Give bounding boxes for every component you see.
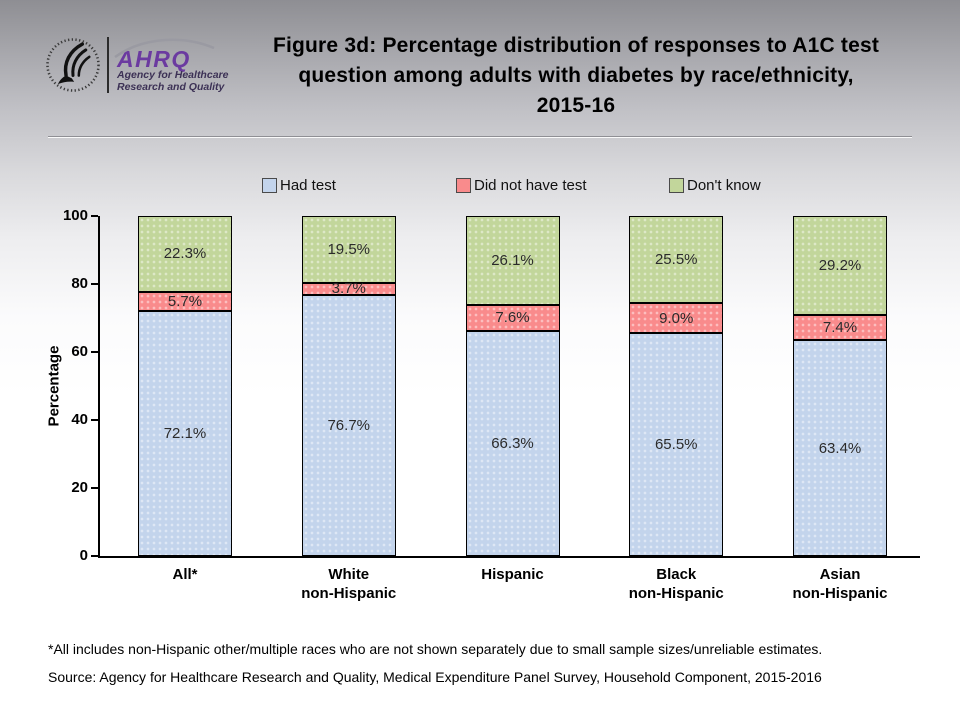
legend-swatch (262, 178, 277, 193)
y-axis-tick (91, 555, 98, 557)
y-axis-tick-label: 0 (79, 547, 88, 564)
category-label-line: non-Hispanic (792, 585, 888, 602)
y-axis-tick-label: 20 (71, 479, 88, 496)
y-axis-tick (91, 351, 98, 353)
stacked-bar: 76.7% 3.7% 19.5% (301, 216, 396, 556)
legend-label: Had test (280, 177, 336, 194)
category-label-line: non-Hispanic (301, 585, 397, 602)
category-label: Black non-Hispanic (606, 565, 746, 603)
bar-segment: 76.7% (301, 295, 396, 556)
bar-segment: 7.6% (465, 304, 560, 331)
bar-value-label: 22.3% (163, 245, 207, 263)
figure-title-line3: 2015-16 (536, 94, 616, 117)
bar-segment: 65.5% (629, 333, 724, 556)
bar-segment: 5.7% (138, 291, 232, 311)
header-divider (48, 136, 912, 138)
bar-segment: 72.1% (138, 310, 232, 556)
bar-value-label: 7.6% (495, 309, 530, 327)
bar-segment: 3.7% (301, 280, 396, 298)
category-label-line: White (328, 566, 370, 583)
legend-item: Had test (262, 177, 336, 194)
category-label-line: Asian (819, 566, 861, 583)
category-label-line: Hispanic (481, 566, 544, 583)
hhs-eagle-icon (46, 38, 100, 92)
ahrq-arc (114, 38, 215, 58)
bar-value-label: 26.1% (491, 251, 534, 269)
bar-segment: 29.2% (793, 216, 887, 316)
chart-legend: Had test Did not have test Don't know (0, 177, 960, 197)
stacked-bar: 66.3% 7.6% 26.1% (465, 216, 560, 556)
bar-segment: 9.0% (629, 302, 724, 334)
bar-segment: 22.3% (138, 215, 232, 292)
figure-title: Figure 3d: Percentage distribution of re… (215, 31, 937, 121)
legend-label: Did not have test (474, 177, 587, 194)
category-label: White non-Hispanic (279, 565, 419, 603)
y-axis-tick-label: 60 (71, 343, 88, 360)
footnote: *All includes non-Hispanic other/multipl… (48, 641, 823, 657)
logo-divider (107, 37, 109, 93)
bar-segment: 26.1% (465, 216, 560, 305)
legend-swatch (669, 178, 684, 193)
category-label: Asian non-Hispanic (770, 565, 910, 603)
stacked-bar: 65.5% 9.0% 25.5% (629, 216, 724, 556)
y-axis-tick-label: 40 (71, 411, 88, 428)
bar-segment: 19.5% (301, 216, 396, 283)
category-label: Hispanic (443, 565, 583, 584)
bar-value-label: 9.0% (659, 309, 694, 327)
category-label-line: All* (172, 566, 198, 583)
bar-value-label: 19.5% (327, 241, 371, 258)
y-axis-tick (91, 419, 98, 421)
bar-value-label: 3.7% (331, 280, 366, 298)
legend-item: Did not have test (456, 177, 587, 194)
bar-value-label: 72.1% (163, 424, 207, 442)
bar-value-label: 25.5% (654, 250, 698, 268)
bar-segment: 66.3% (465, 330, 560, 556)
ahrq-wordmark: AHRQ (117, 45, 191, 72)
ahrq-tagline-line2: Research and Quality (117, 81, 225, 93)
figure-title-line2: question among adults with diabetes by r… (298, 64, 854, 87)
y-axis-tick (91, 283, 98, 285)
category-label: All* (115, 565, 255, 584)
y-axis-tick-label: 80 (71, 275, 88, 292)
category-label-line: non-Hispanic (628, 585, 724, 602)
legend-item: Don't know (669, 177, 761, 194)
bar-value-label: 63.4% (818, 439, 862, 457)
ahrq-logo: AHRQ Agency for Healthcare Research and … (44, 36, 228, 94)
bar-value-label: 66.3% (491, 434, 534, 452)
bar-value-label: 29.2% (818, 257, 862, 275)
bar-segment: 63.4% (793, 340, 887, 556)
y-axis-tick (91, 215, 98, 217)
y-axis-tick (91, 487, 98, 489)
legend-swatch (456, 178, 471, 193)
stacked-bar: 63.4% 7.4% 29.2% (793, 216, 887, 556)
ahrq-tagline-line1: Agency for Healthcare (117, 68, 229, 81)
category-label-line: Black (656, 566, 697, 583)
bar-segment: 25.5% (629, 216, 724, 303)
stacked-bar: 72.1% 5.7% 22.3% (138, 215, 232, 556)
bar-value-label: 7.4% (822, 319, 858, 337)
plot-area: 0 20 40 60 80 100 72.1% 5.7% 22.3% All* 76.7% 3.7% 1… (63, 207, 920, 602)
figure-title-line1: Figure 3d: Percentage distribution of re… (272, 34, 880, 57)
y-axis-tick-label: 100 (62, 207, 88, 224)
bar-value-label: 65.5% (654, 436, 698, 454)
legend-label: Don't know (687, 177, 761, 194)
bar-value-label: 76.7% (327, 417, 371, 435)
bar-segment: 7.4% (793, 315, 887, 341)
bar-value-label: 5.7% (167, 292, 203, 310)
source-note: Source: Agency for Healthcare Research a… (48, 669, 822, 685)
